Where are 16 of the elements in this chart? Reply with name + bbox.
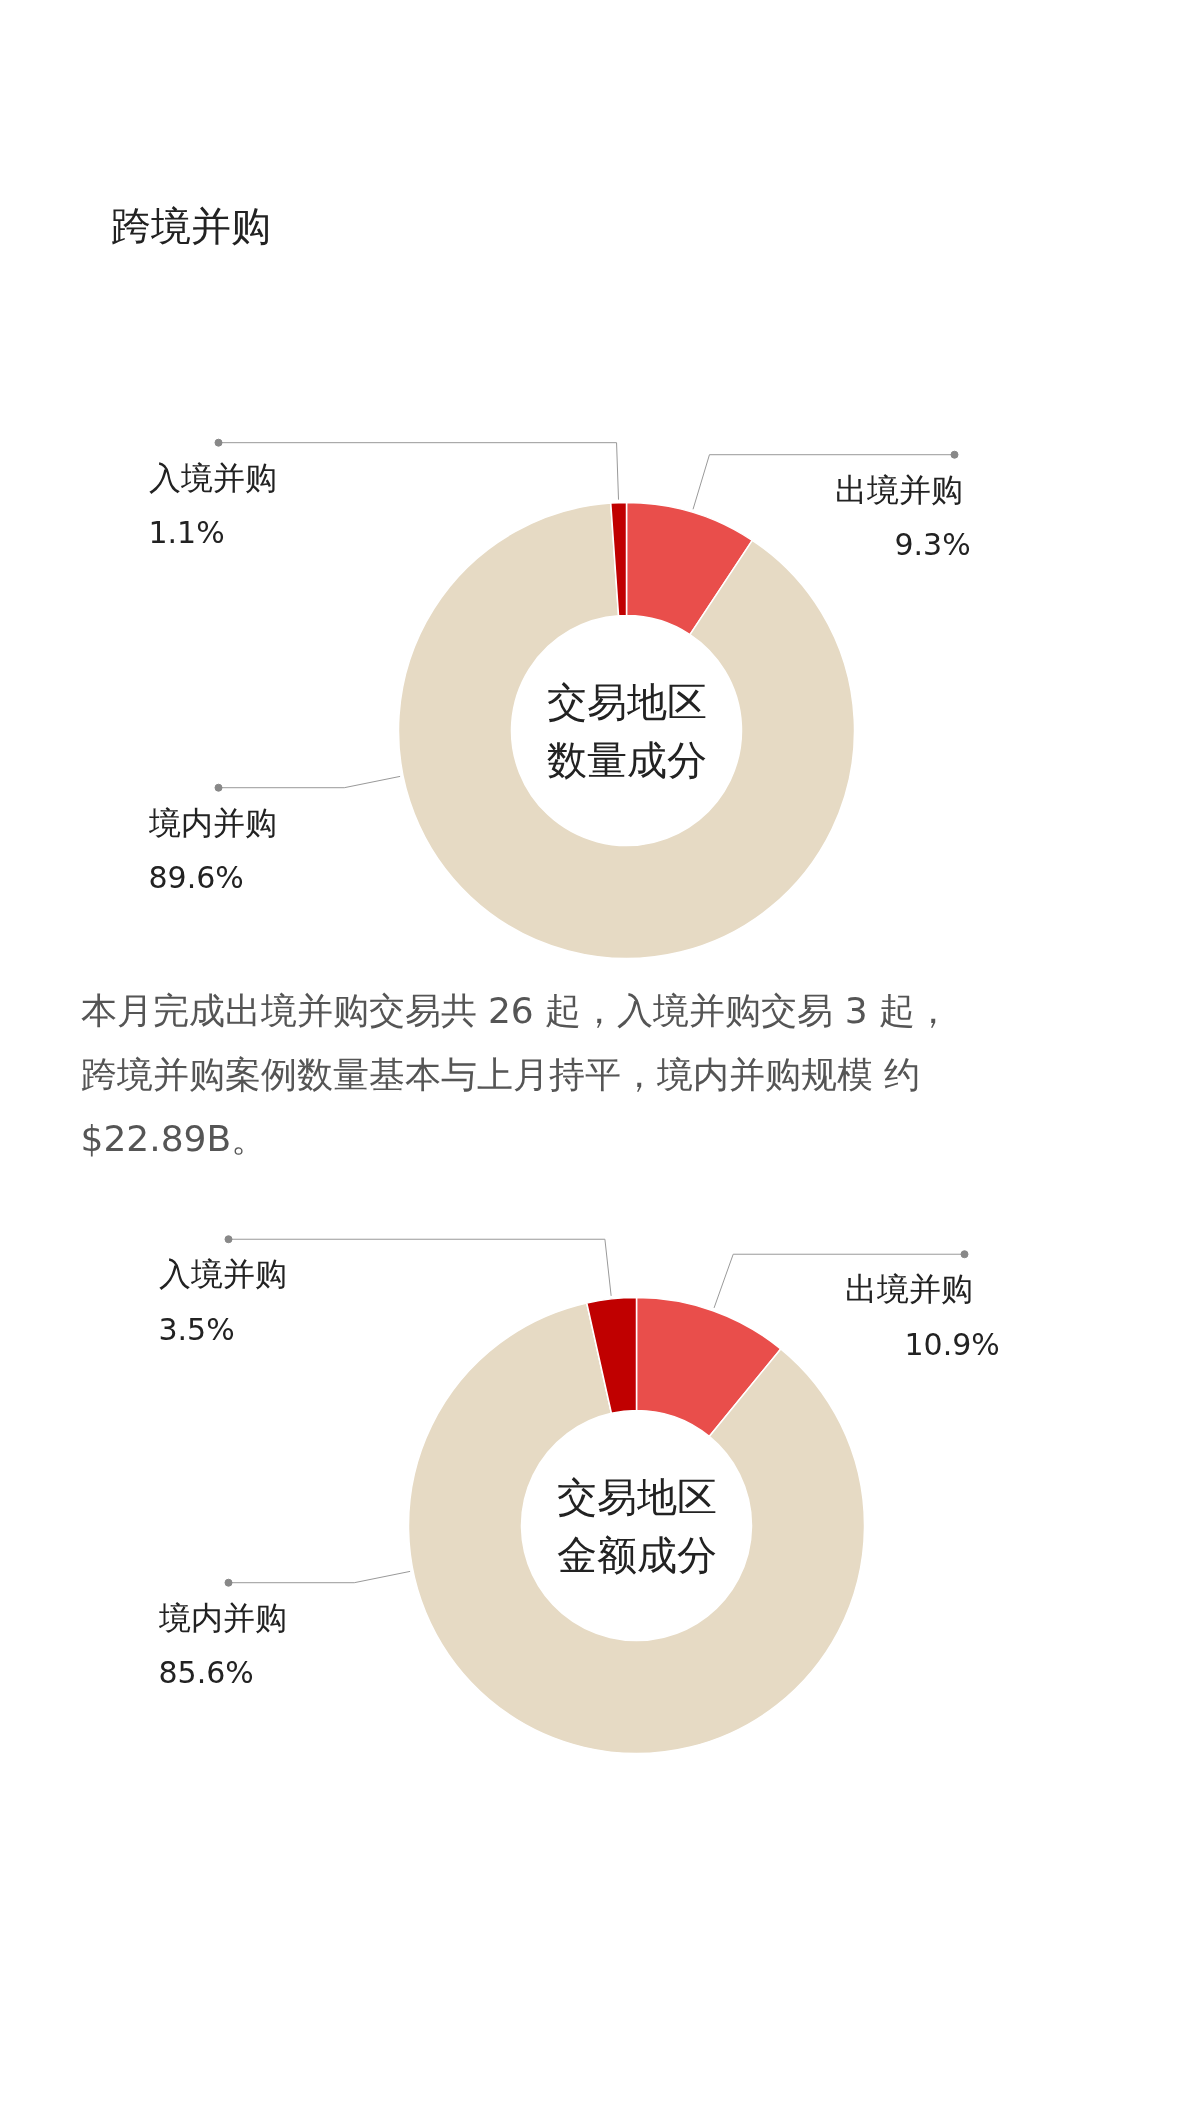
data-label: 10.9%: [904, 1326, 1000, 1362]
text: 交易地区金额成分: [556, 1473, 717, 1578]
data-label: 9.3%: [894, 527, 971, 563]
slice-label: 出境并购: [834, 470, 963, 509]
slice-label: 入境并购: [158, 1255, 287, 1294]
data-label: 85.6%: [158, 1655, 254, 1691]
text: 交易地区数量成分: [546, 678, 707, 783]
slice-label: 境内并购: [147, 803, 277, 842]
data-label: 3.5%: [158, 1311, 235, 1347]
slice-label: 入境并购: [148, 458, 277, 497]
slice-label: 出境并购: [844, 1270, 973, 1309]
chart-title: 跨境并购: [110, 202, 271, 249]
data-label: 89.6%: [148, 860, 244, 896]
slice-label: 境内并购: [157, 1598, 287, 1637]
data-label: 1.1%: [148, 515, 225, 551]
text: 本月完成出境并购交易共 26 起，入境并购交易 3 起，跨境并购案例数量基本与上月持平，境内并购规模 约 $22.89B。: [80, 990, 951, 1159]
